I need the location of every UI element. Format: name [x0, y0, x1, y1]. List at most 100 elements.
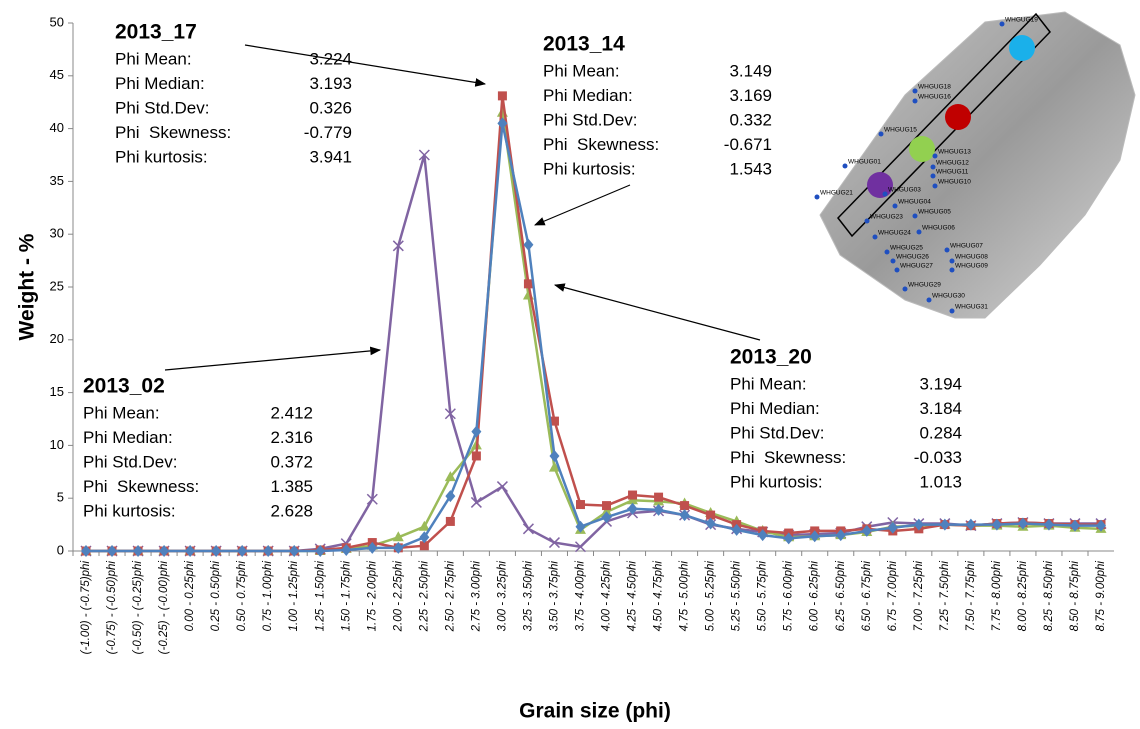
stat-value: 3.193: [309, 74, 352, 93]
stat-label: Phi Std.Dev:: [115, 98, 210, 117]
station-label: WHGUG03: [888, 187, 921, 194]
station-label: WHGUG08: [955, 254, 988, 261]
station-dot: [913, 214, 918, 219]
site-marker: [867, 172, 893, 198]
y-tick-label: 5: [57, 490, 64, 505]
marker: [446, 517, 455, 526]
y-tick-label: 40: [50, 120, 64, 135]
stat-value: 1.385: [270, 477, 313, 496]
stat-value: 2.628: [270, 501, 313, 520]
stat-value: 2.412: [270, 403, 313, 422]
y-tick-label: 10: [50, 437, 64, 452]
y-tick-label: 15: [50, 384, 64, 399]
x-tick-label: 5.00 - 5.25phi: [705, 561, 717, 632]
y-tick-label: 50: [50, 14, 64, 29]
x-tick-label: 6.75 - 7.00phi: [887, 561, 899, 632]
x-tick-label: 4.00 - 4.25phi: [601, 561, 613, 632]
stat-label: Phi Mean:: [543, 61, 620, 80]
station-label: WHGUG12: [936, 160, 969, 167]
station-dot: [913, 99, 918, 104]
y-tick-label: 35: [50, 173, 64, 188]
x-tick-label: 5.50 - 5.75phi: [757, 561, 769, 632]
x-tick-label: 4.75 - 5.00phi: [679, 561, 691, 632]
y-axis-title: Weight - %: [16, 233, 39, 340]
stat-value: 3.224: [309, 49, 352, 68]
station-label: WHGUG24: [878, 230, 911, 237]
x-tick-label: 0.75 - 1.00phi: [262, 561, 274, 632]
x-tick-label: 0.50 - 0.75phi: [236, 561, 248, 632]
stat-value: -0.779: [304, 123, 352, 142]
station-dot: [945, 248, 950, 253]
station-dot: [933, 154, 938, 159]
x-tick-label: 5.25 - 5.50phi: [731, 561, 743, 632]
station-dot: [931, 165, 936, 170]
station-dot: [873, 235, 878, 240]
stat-value: 3.149: [729, 61, 772, 80]
stat-value: -0.671: [724, 135, 772, 154]
stat-value: 3.194: [919, 374, 962, 393]
marker: [472, 451, 481, 460]
station-dot: [903, 287, 908, 292]
y-tick-label: 45: [50, 67, 64, 82]
stat-value: 1.543: [729, 159, 772, 178]
station-dot: [843, 164, 848, 169]
arrow: [555, 285, 760, 340]
y-tick-label: 25: [50, 278, 64, 293]
station-dot: [917, 230, 922, 235]
x-tick-label: 1.75 - 2.00phi: [366, 561, 378, 632]
station-label: WHGUG16: [918, 94, 951, 101]
marker: [602, 501, 611, 510]
x-tick-label: (-1.00) - (-0.75)phi: [80, 561, 92, 655]
x-tick-label: 8.75 - 9.00phi: [1095, 561, 1107, 632]
station-dot: [895, 268, 900, 273]
x-tick-label: 6.50 - 6.75phi: [861, 561, 873, 632]
station-label: WHGUG10: [938, 179, 971, 186]
x-tick-label: 0.25 - 0.50phi: [210, 561, 222, 632]
x-tick-label: 4.25 - 4.50phi: [627, 561, 639, 632]
station-label: WHGUG30: [932, 293, 965, 300]
stat-value: 3.169: [729, 86, 772, 105]
stat-value: 1.013: [919, 472, 962, 491]
stat-value: 2.316: [270, 428, 313, 447]
station-label: WHGUG31: [955, 304, 988, 311]
stat-label: Phi kurtosis:: [115, 147, 208, 166]
station-label: WHGUG04: [898, 199, 931, 206]
station-label: WHGUG01: [848, 159, 881, 166]
station-label: WHGUG27: [900, 263, 933, 270]
stat-label: Phi kurtosis:: [83, 501, 176, 520]
station-dot: [913, 89, 918, 94]
stat-value: 3.184: [919, 399, 962, 418]
annotation-title: 2013_17: [115, 21, 197, 44]
stat-value: -0.033: [914, 448, 962, 467]
x-tick-label: 7.25 - 7.50phi: [939, 561, 951, 632]
station-dot: [885, 250, 890, 255]
marker: [628, 491, 637, 500]
station-label: WHGUG05: [918, 209, 951, 216]
station-label: WHGUG29: [908, 282, 941, 289]
stat-label: Phi Skewness:: [115, 123, 231, 142]
marker: [498, 91, 507, 100]
x-tick-label: 8.00 - 8.25phi: [1017, 561, 1029, 632]
stat-value: 0.372: [270, 452, 313, 471]
arrows: [165, 45, 760, 370]
x-tick-label: 5.75 - 6.00phi: [783, 561, 795, 632]
marker: [523, 239, 533, 251]
station-dot: [927, 298, 932, 303]
station-label: WHGUG11: [936, 169, 969, 176]
station-dot: [1000, 22, 1005, 27]
x-tick-label: 7.75 - 8.00phi: [991, 561, 1003, 632]
site-marker: [1009, 35, 1035, 61]
station-dot: [883, 192, 888, 197]
arrow: [165, 350, 380, 370]
station-dot: [931, 174, 936, 179]
chart: Weight - % Grain size (phi) 051015202530…: [0, 0, 1140, 729]
station-label: WHGUG26: [896, 254, 929, 261]
station-label: WHGUG06: [922, 225, 955, 232]
stat-value: 3.941: [309, 147, 352, 166]
x-tick-label: 3.75 - 4.00phi: [575, 561, 587, 632]
x-axis-title: Grain size (phi): [519, 700, 671, 723]
x-tick-label: 6.00 - 6.25phi: [809, 561, 821, 632]
marker: [576, 500, 585, 509]
stat-label: Phi Std.Dev:: [83, 452, 178, 471]
y-tick-label: 20: [50, 331, 64, 346]
